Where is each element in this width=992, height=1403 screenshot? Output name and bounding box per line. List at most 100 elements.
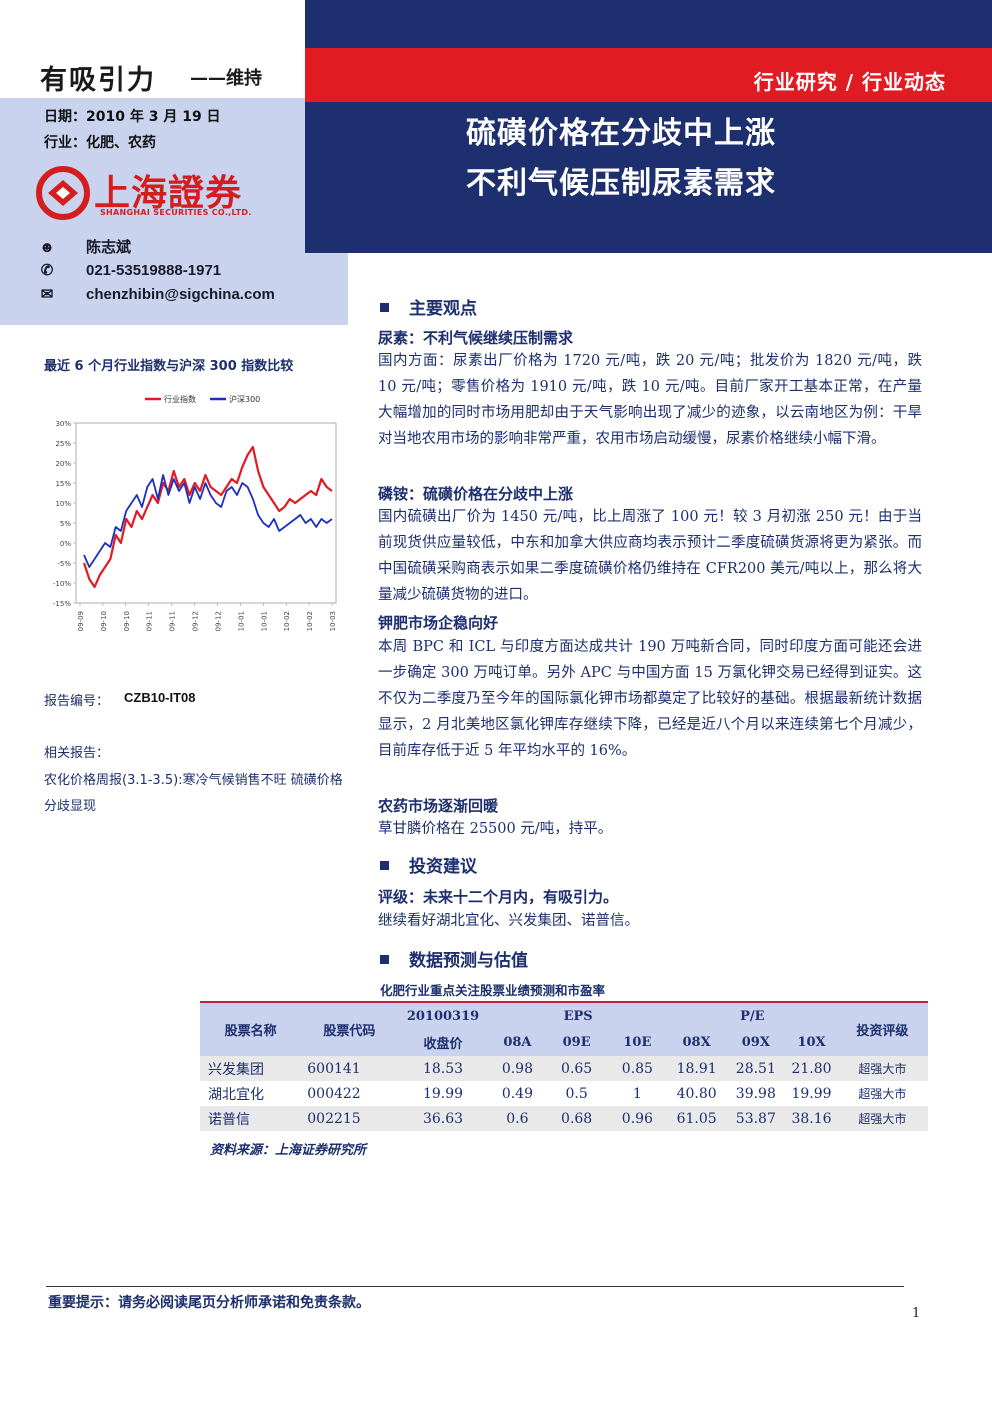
data-source: 资料来源：上海证券研究所: [210, 1143, 367, 1158]
cell-code: 600141: [301, 1056, 398, 1081]
pesticide-heading: 农药市场逐渐回暖: [378, 797, 499, 815]
footer-divider: [46, 1286, 904, 1287]
cell-eps-08a: 0.98: [488, 1056, 547, 1081]
col-date: 20100319: [397, 1002, 489, 1029]
ammonium-paragraph: 国内硫磺出厂价为 1450 元/吨，比上周涨了 100 元！较 3 月初涨 25…: [378, 509, 922, 603]
analyst-phone-row: ✆ 021-53519888-1971: [36, 261, 221, 279]
col-rating: 投资评级: [836, 1002, 928, 1056]
analyst-name-row: ☻ 陈志斌: [36, 236, 131, 257]
cell-pe-10x: 21.80: [786, 1056, 837, 1081]
y-tick-label: -10%: [53, 580, 71, 588]
plot-frame: [75, 422, 337, 604]
col-eps: EPS: [488, 1002, 668, 1029]
x-tick-label: 09-10: [123, 611, 131, 631]
y-tick-label: 30%: [55, 420, 71, 428]
footer-disclaimer: 重要提示：请务必阅读尾页分析师承诺和免责条款。: [48, 1295, 370, 1311]
rating-heading: 评级：未来十二个月内，有吸引力。: [378, 888, 619, 906]
header-band: [305, 0, 992, 253]
cell-rating: 超强大市: [836, 1081, 928, 1106]
cell-eps-08a: 0.6: [488, 1106, 547, 1131]
col-10e: 10E: [607, 1029, 668, 1056]
report-industry: 行业：化肥、农药: [44, 135, 156, 151]
x-tick-label: 10-01: [237, 611, 245, 631]
index-comparison-chart: 30% 25% 20% 15% 10% 5% 0% -5% -10% -15% 09-09 09-10…: [53, 394, 337, 631]
section-forecast-title: 数据预测与估值: [409, 951, 528, 971]
analyst-contact-box: [0, 253, 348, 325]
analyst-name: 陈志斌: [86, 239, 132, 256]
pesticide-paragraph: 草甘膦价格在 25500 元/吨，持平。: [378, 821, 613, 837]
series-industry-line: [82, 445, 333, 589]
cell-pe-09x: 28.51: [725, 1056, 787, 1081]
cell-close: 19.99: [397, 1081, 489, 1106]
analyst-email[interactable]: chenzhibin@sigchina.com: [86, 286, 275, 303]
related-reports-label: 相关报告：: [44, 746, 110, 761]
logo-chinese: 上海證券: [94, 172, 243, 214]
report-date: 日期：2010 年 3 月 19 日: [44, 109, 221, 125]
table-row: 湖北宜化 000422 19.99 0.49 0.5 1 40.80 39.98…: [200, 1081, 928, 1106]
section-key-views-title: 主要观点: [409, 299, 477, 319]
header-red-bar: [305, 48, 992, 102]
cell-pe-10x: 38.16: [786, 1106, 837, 1131]
cell-eps-10e: 1: [607, 1081, 668, 1106]
section-forecast: 数据预测与估值: [380, 946, 528, 971]
section-investment: 投资建议: [380, 852, 477, 877]
report-number-label: 报告编号：: [44, 694, 110, 709]
potash-paragraph: 本周 BPC 和 ICL 与印度方面达成共计 190 万吨新合同，同时印度方面可…: [378, 639, 922, 759]
col-stock-code: 股票代码: [301, 1002, 398, 1056]
page-number: 1: [912, 1306, 921, 1321]
x-tick-label: 09-11: [146, 611, 154, 631]
x-tick-label: 09-12: [214, 611, 222, 631]
cell-pe-08x: 40.80: [667, 1081, 726, 1106]
x-tick-label: 10-03: [329, 611, 337, 631]
cell-eps-09e: 0.68: [546, 1106, 608, 1131]
urea-paragraph: 国内方面：尿素出厂价格为 1720 元/吨，跌 20 元/吨；批发价为 1820…: [378, 353, 922, 447]
y-tick-label: 15%: [55, 480, 71, 488]
x-tick-label: 09-12: [192, 611, 200, 631]
cell-close: 36.63: [397, 1106, 489, 1131]
related-report-link[interactable]: 农化价格周报(3.1-3.5):寒冷气候销售不旺 硫磺价格分歧显现: [44, 773, 343, 814]
cell-pe-10x: 19.99: [786, 1081, 837, 1106]
section-investment-title: 投资建议: [409, 857, 477, 877]
cell-eps-08a: 0.49: [488, 1081, 547, 1106]
logo-english: SHANGHAI SECURITIES CO.,LTD.: [100, 208, 252, 217]
cell-pe-09x: 53.87: [725, 1106, 787, 1131]
x-tick-label: 10-02: [283, 611, 291, 631]
x-tick-label: 10-01: [260, 611, 268, 631]
chart-title: 最近 6 个月行业指数与沪深 300 指数比较: [44, 359, 294, 374]
table-row: 诺普信 002215 36.63 0.6 0.68 0.96 61.05 53.…: [200, 1106, 928, 1131]
analyst-phone: 021-53519888-1971: [86, 262, 222, 279]
cell-code: 002215: [301, 1106, 398, 1131]
col-09x: 09X: [725, 1029, 787, 1056]
col-08x: 08X: [667, 1029, 726, 1056]
cell-code: 000422: [301, 1081, 398, 1106]
logo-emblem-icon: [36, 166, 90, 220]
urea-heading: 尿素：不利气候继续压制需求: [378, 329, 574, 347]
cell-close: 18.53: [397, 1056, 489, 1081]
cell-rating: 超强大市: [836, 1106, 928, 1131]
cell-eps-10e: 0.85: [607, 1056, 668, 1081]
potash-heading: 钾肥市场企稳向好: [378, 614, 499, 632]
col-08a: 08A: [488, 1029, 547, 1056]
report-category: 行业研究 / 行业动态: [753, 70, 946, 94]
legend-label: 行业指数: [164, 394, 196, 404]
col-10x: 10X: [786, 1029, 837, 1056]
cell-eps-09e: 0.5: [546, 1081, 608, 1106]
forecast-table: 股票名称 股票代码 20100319 EPS P/E 投资评级 收盘价 08A …: [200, 1001, 928, 1131]
table-title: 化肥行业重点关注股票业绩预测和市盈率: [380, 983, 606, 998]
headline-line-2: 不利气候压制尿素需求: [466, 166, 776, 201]
cell-eps-09e: 0.65: [546, 1056, 608, 1081]
y-tick-label: -15%: [53, 600, 71, 608]
rating-maintain: ——维持: [190, 68, 262, 89]
cell-pe-08x: 61.05: [667, 1106, 726, 1131]
x-tick-label: 09-09: [77, 611, 85, 631]
y-tick-label: -5%: [57, 560, 71, 568]
col-09e: 09E: [546, 1029, 608, 1056]
report-number: CZB10-IT08: [124, 690, 196, 705]
phone-icon: ✆: [40, 262, 54, 279]
cell-rating: 超强大市: [836, 1056, 928, 1081]
x-tick-label: 10-02: [306, 611, 314, 631]
headline-line-1: 硫磺价格在分歧中上涨: [466, 116, 776, 151]
ammonium-heading: 磷铵：硫磺价格在分歧中上涨: [378, 485, 574, 503]
col-pe: P/E: [667, 1002, 837, 1029]
x-tick-label: 09-10: [100, 611, 108, 631]
